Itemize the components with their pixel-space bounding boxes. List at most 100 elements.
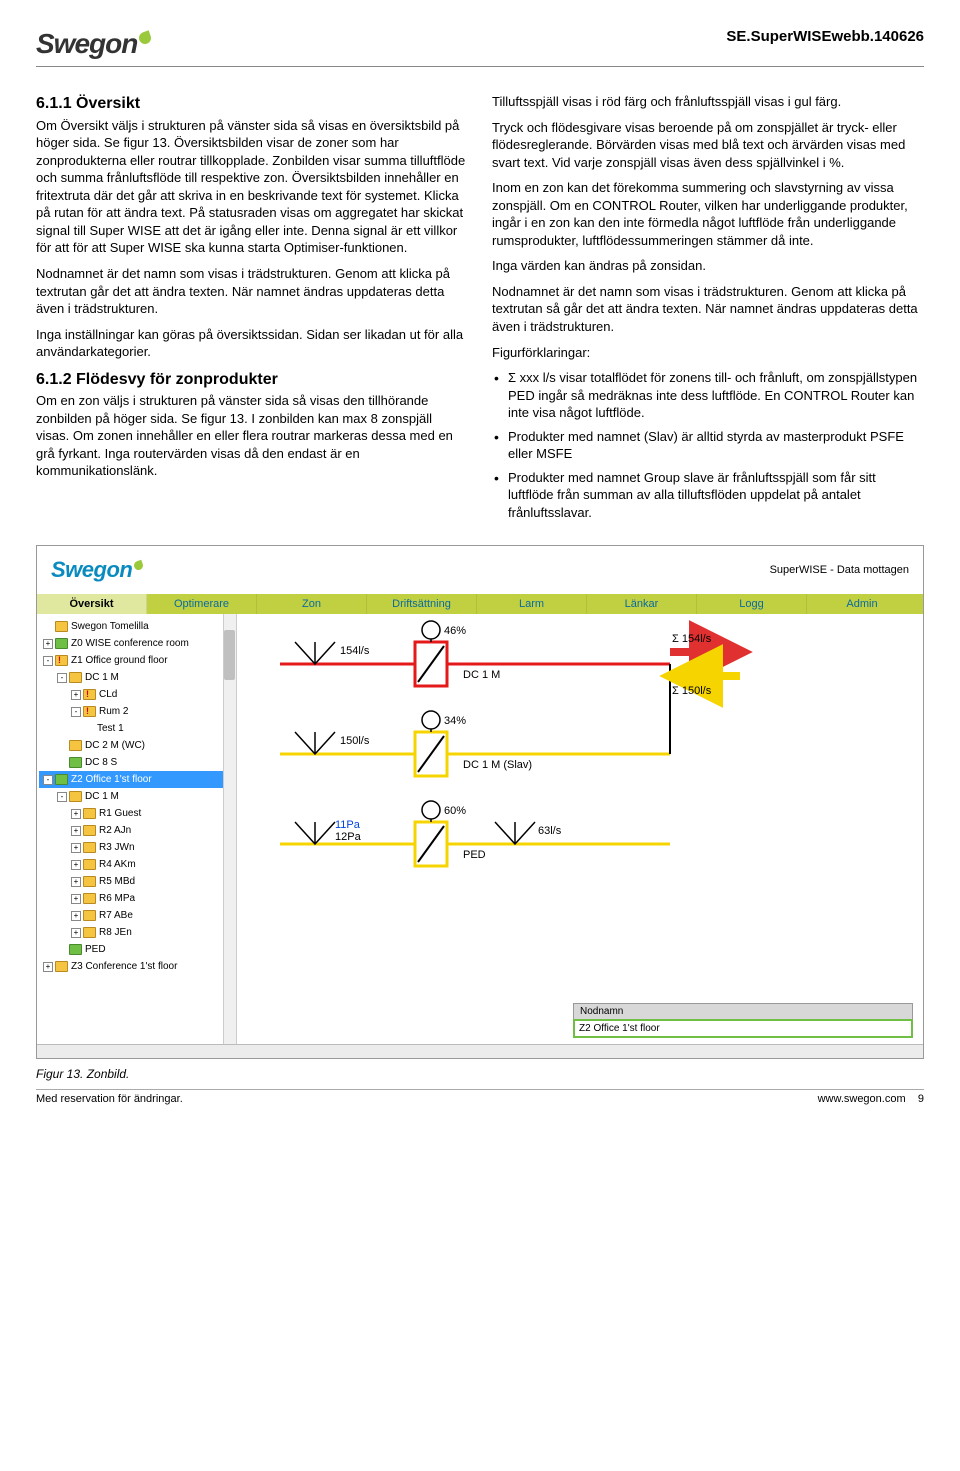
scrollbar[interactable]	[223, 614, 236, 1044]
horizontal-scrollbar[interactable]	[37, 1044, 923, 1058]
tree-label: Rum 2	[99, 706, 128, 717]
tree-row[interactable]: + R7 ABe	[39, 907, 234, 924]
tree-label: CLd	[99, 689, 117, 700]
folder-icon	[83, 859, 96, 870]
document-id: SE.SuperWISEwebb.140626	[726, 28, 924, 45]
tree-label: DC 2 M (WC)	[85, 740, 145, 751]
right-p1: Tilluftsspjäll visas i röd färg och från…	[492, 93, 924, 111]
app-status-text: SuperWISE - Data mottagen	[770, 564, 909, 576]
svg-text:Σ 154l/s: Σ 154l/s	[672, 633, 712, 645]
footer-site: www.swegon.com	[818, 1093, 906, 1105]
nav-tab[interactable]: Logg	[697, 594, 807, 614]
tree-row[interactable]: +Z3 Conference 1'st floor	[39, 958, 234, 975]
folder-icon	[83, 842, 96, 853]
nav-tab[interactable]: Driftsättning	[367, 594, 477, 614]
svg-text:63l/s: 63l/s	[538, 825, 562, 837]
nav-tab[interactable]: Larm	[477, 594, 587, 614]
tree-row[interactable]: +R3 JWn	[39, 839, 234, 856]
folder-icon	[55, 774, 68, 785]
collapse-icon[interactable]: -	[57, 673, 67, 683]
folder-icon	[83, 927, 96, 938]
tree-row[interactable]: DC 2 M (WC)	[39, 737, 234, 754]
tree-label: R5 MBd	[99, 876, 135, 887]
folder-icon	[83, 706, 96, 717]
folder-icon	[55, 655, 68, 666]
folder-icon	[83, 808, 96, 819]
expand-icon[interactable]: +	[71, 894, 81, 904]
tree-row[interactable]: + CLd	[39, 686, 234, 703]
collapse-icon[interactable]: -	[43, 656, 53, 666]
expand-icon[interactable]: +	[71, 690, 81, 700]
tree-label: Z1 Office ground floor	[71, 655, 168, 666]
expand-icon[interactable]: +	[43, 962, 53, 972]
left-column: 6.1.1 Översikt Om Översikt väljs i struk…	[36, 93, 468, 527]
tree-label: PED	[85, 944, 106, 955]
svg-text:PED: PED	[463, 849, 486, 861]
section-611-p1: Om Översikt väljs i strukturen på vänste…	[36, 117, 468, 257]
tree-row[interactable]: Swegon Tomelilla	[39, 618, 234, 635]
app-screenshot: Swegon SuperWISE - Data mottagen Översik…	[36, 545, 924, 1059]
tree-label: Swegon Tomelilla	[71, 621, 149, 632]
tree-row[interactable]: - Z1 Office ground floor	[39, 652, 234, 669]
node-name-box: Nodnamn	[573, 1003, 913, 1038]
svg-text:12Pa: 12Pa	[335, 831, 362, 843]
nav-tab[interactable]: Länkar	[587, 594, 697, 614]
expand-icon[interactable]: +	[71, 826, 81, 836]
expand-icon[interactable]: +	[71, 911, 81, 921]
tree-row[interactable]: -DC 1 M	[39, 669, 234, 686]
leaf-icon	[133, 560, 145, 572]
fig-explain-item: Produkter med namnet (Slav) är alltid st…	[492, 428, 924, 463]
tree-label: Z0 WISE conference room	[71, 638, 189, 649]
expand-icon[interactable]: +	[71, 877, 81, 887]
tree-row[interactable]: +R2 AJn	[39, 822, 234, 839]
nav-tab[interactable]: Översikt	[37, 594, 147, 614]
tree-row[interactable]: + Z0 WISE conference room	[39, 635, 234, 652]
nav-tab[interactable]: Admin	[807, 594, 917, 614]
tree-label: R7 ABe	[99, 910, 133, 921]
folder-icon	[55, 638, 68, 649]
expand-icon[interactable]: +	[71, 809, 81, 819]
tree-row[interactable]: + R6 MPa	[39, 890, 234, 907]
folder-icon	[69, 791, 82, 802]
tree-row[interactable]: -Z2 Office 1'st floor	[39, 771, 234, 788]
tree-row[interactable]: -DC 1 M	[39, 788, 234, 805]
footer-page: 9	[918, 1093, 924, 1105]
expand-icon[interactable]: +	[71, 860, 81, 870]
folder-icon	[69, 672, 82, 683]
tree-row[interactable]: - Rum 2	[39, 703, 234, 720]
footer-right: www.swegon.com 9	[818, 1093, 924, 1105]
svg-text:150l/s: 150l/s	[340, 735, 370, 747]
expand-icon[interactable]: +	[43, 639, 53, 649]
expand-icon[interactable]: +	[71, 928, 81, 938]
folder-icon	[55, 621, 68, 632]
nav-tab[interactable]: Zon	[257, 594, 367, 614]
app-topbar: Swegon SuperWISE - Data mottagen	[37, 546, 923, 594]
tree-row[interactable]: + R4 AKm	[39, 856, 234, 873]
tree-row[interactable]: + R5 MBd	[39, 873, 234, 890]
tree-row[interactable]: +R1 Guest	[39, 805, 234, 822]
folder-icon	[69, 757, 82, 768]
svg-text:154l/s: 154l/s	[340, 645, 370, 657]
svg-text:60%: 60%	[444, 805, 466, 817]
tree-row[interactable]: DC 8 S	[39, 754, 234, 771]
collapse-icon[interactable]: -	[57, 792, 67, 802]
nav-tab[interactable]: Optimerare	[147, 594, 257, 614]
page-footer: Med reservation för ändringar. www.swego…	[36, 1089, 924, 1105]
tree-label: R4 AKm	[99, 859, 136, 870]
svg-text:11Pa: 11Pa	[335, 819, 361, 831]
fig-explain-item: Σ xxx l/s visar totalflödet för zonens t…	[492, 369, 924, 422]
tree-panel[interactable]: Swegon Tomelilla + Z0 WISE conference room…	[37, 614, 237, 1044]
expand-icon[interactable]: +	[71, 843, 81, 853]
tree-row[interactable]: Test 1	[39, 720, 234, 737]
node-name-input[interactable]	[573, 1019, 913, 1038]
fig-explain-item: Produkter med namnet Group slave är från…	[492, 469, 924, 522]
collapse-icon[interactable]: -	[71, 707, 81, 717]
tree-row[interactable]: +R8 JEn	[39, 924, 234, 941]
tree-label: R6 MPa	[99, 893, 135, 904]
tree-row[interactable]: PED	[39, 941, 234, 958]
right-column: Tilluftsspjäll visas i röd färg och från…	[492, 93, 924, 527]
fig-explain-list: Σ xxx l/s visar totalflödet för zonens t…	[492, 369, 924, 521]
logo: Swegon	[36, 28, 151, 60]
section-611-p2: Nodnamnet är det namn som visas i trädst…	[36, 265, 468, 318]
collapse-icon[interactable]: -	[43, 775, 53, 785]
